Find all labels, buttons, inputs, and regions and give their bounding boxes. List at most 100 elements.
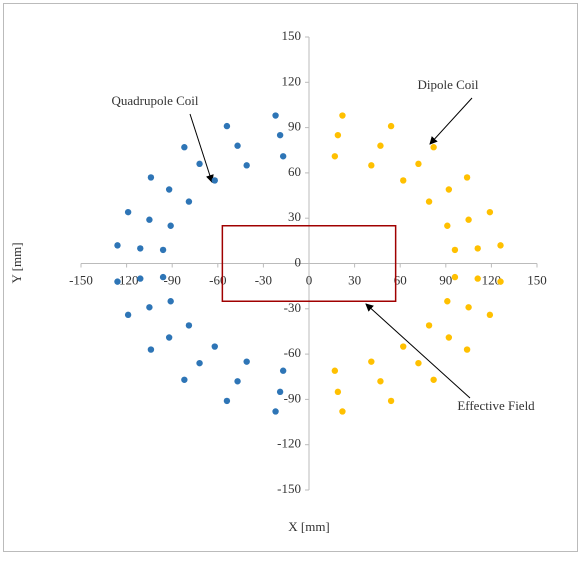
coil-point	[243, 162, 250, 169]
coil-point	[430, 376, 437, 383]
x-tick-label: -150	[69, 272, 93, 287]
coil-point	[185, 322, 193, 329]
coil-point	[331, 367, 339, 374]
coil-point	[114, 278, 121, 285]
coil-point	[167, 222, 174, 229]
coil-point	[400, 343, 407, 350]
annotation: Quadrupole Coil	[111, 93, 198, 108]
y-tick-label: -30	[284, 300, 301, 315]
y-axis-label: Y [mm]	[9, 242, 24, 283]
coil-point	[368, 162, 375, 169]
coil-point	[334, 131, 342, 139]
coil-point	[167, 298, 174, 305]
annotation: Effective Field	[457, 398, 535, 413]
x-tick-label: 120	[482, 272, 502, 287]
coil-point	[465, 216, 472, 223]
coil-point	[124, 208, 132, 216]
coil-point	[272, 408, 279, 415]
annotation: Dipole Coil	[417, 77, 478, 92]
effective-field	[221, 225, 397, 302]
coil-point	[137, 275, 144, 282]
x-axis-label: X [mm]	[288, 519, 330, 534]
coil-point	[185, 198, 193, 205]
y-tick-label: 30	[288, 209, 301, 224]
y-tick-label: -120	[277, 436, 301, 451]
y-tick-label: 90	[288, 119, 301, 134]
coil-point	[211, 177, 218, 184]
coil-point	[334, 388, 342, 396]
coil-point	[331, 153, 339, 160]
coil-point	[279, 367, 287, 374]
coil-point	[124, 311, 132, 319]
coil-point	[279, 153, 287, 160]
annotation-arrow	[429, 97, 473, 145]
coil-point	[196, 160, 203, 168]
coil-point	[196, 359, 203, 367]
y-tick-label: 150	[282, 28, 302, 43]
coil-point	[137, 245, 144, 252]
y-tick-label: 120	[282, 73, 302, 88]
coil-point	[159, 246, 167, 254]
coil-point	[147, 174, 155, 181]
y-tick-label: 0	[295, 254, 302, 269]
coil-point	[181, 376, 188, 383]
coil-point	[181, 144, 188, 151]
coil-point	[339, 408, 346, 415]
coil-point	[465, 304, 472, 311]
coil-point	[234, 142, 241, 149]
coil-point	[474, 275, 481, 282]
coil-point	[114, 242, 121, 249]
x-tick-label: -90	[164, 272, 181, 287]
x-tick-label: 0	[306, 272, 313, 287]
x-tick-label: -120	[115, 272, 139, 287]
coil-point	[425, 322, 433, 329]
coil-point	[474, 245, 481, 252]
coil-point	[243, 358, 250, 365]
coil-point	[497, 242, 504, 249]
coil-point	[415, 359, 422, 367]
coil-point	[165, 186, 173, 193]
coil-point	[444, 222, 451, 229]
coil-point	[451, 273, 459, 281]
coil-point	[272, 112, 279, 119]
y-tick-label: 60	[288, 164, 301, 179]
annotation-arrow	[365, 303, 471, 399]
coil-point	[387, 122, 395, 130]
coil-point	[339, 112, 346, 119]
coil-point	[159, 273, 167, 281]
coil-point	[276, 131, 284, 139]
chart-frame	[3, 3, 578, 552]
annotation-arrow	[189, 113, 214, 183]
coil-point	[425, 198, 433, 205]
coil-point	[444, 298, 451, 305]
coil-point	[234, 378, 241, 385]
coil-point	[400, 177, 407, 184]
x-tick-label: 150	[527, 272, 547, 287]
x-tick-label: 30	[348, 272, 361, 287]
coil-point	[146, 304, 153, 311]
coil-point	[377, 142, 384, 149]
coil-point	[165, 334, 173, 341]
coil-point	[147, 346, 155, 353]
x-tick-label: 90	[439, 272, 452, 287]
coil-point	[368, 358, 375, 365]
y-tick-label: -150	[277, 481, 301, 496]
coil-point	[430, 144, 437, 151]
coil-point	[387, 397, 395, 405]
coil-point	[223, 122, 231, 130]
x-tick-label: -60	[209, 272, 226, 287]
coil-point	[445, 186, 453, 193]
coil-point	[415, 160, 422, 168]
coil-point	[211, 343, 218, 350]
coil-point	[451, 246, 459, 254]
coil-point	[223, 397, 231, 405]
coil-point	[463, 174, 471, 181]
x-tick-label: 60	[394, 272, 407, 287]
coil-point	[497, 278, 504, 285]
x-tick-label: -30	[255, 272, 272, 287]
coil-point	[276, 388, 284, 396]
y-tick-label: -60	[284, 345, 301, 360]
coil-point	[486, 311, 494, 319]
y-tick-label: -90	[284, 390, 301, 405]
